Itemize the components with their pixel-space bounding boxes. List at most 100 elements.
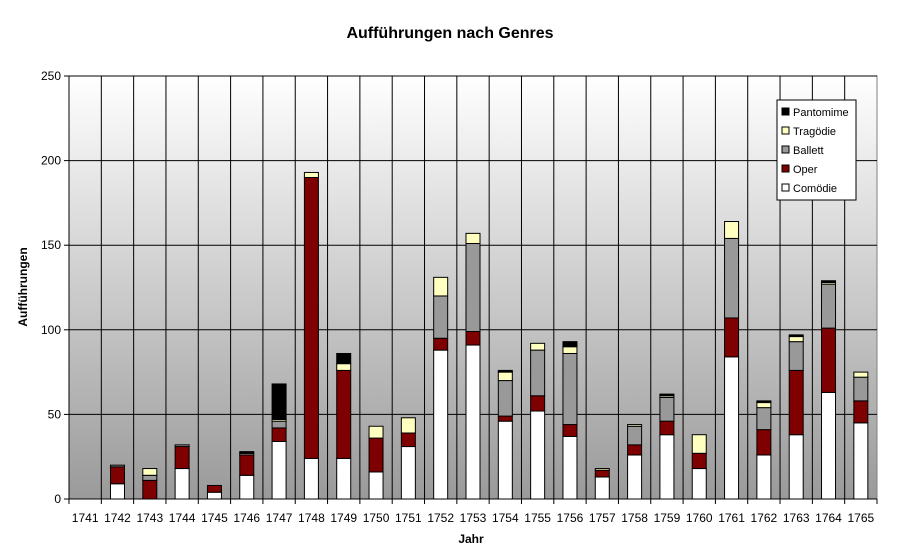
legend-swatch <box>781 183 790 192</box>
bar-segment <box>691 434 707 454</box>
bar-segment <box>109 466 125 485</box>
x-tick-label: 1755 <box>524 511 551 525</box>
x-tick-label: 1750 <box>363 511 390 525</box>
bar-segment <box>303 457 319 500</box>
bar-segment <box>465 330 481 346</box>
bar-segment <box>206 484 222 493</box>
bar-segment <box>659 434 675 500</box>
bar-segment <box>562 424 578 437</box>
bar-segment <box>433 349 449 500</box>
bar-segment <box>497 371 513 382</box>
bar-segment <box>821 327 837 393</box>
bar-segment <box>497 369 513 373</box>
bar-segment <box>400 446 416 500</box>
chart-title: Aufführungen nach Genres <box>346 25 553 42</box>
bar-segment <box>239 474 255 500</box>
bar-segment <box>788 336 804 343</box>
bar-segment <box>239 454 255 476</box>
bar-segment <box>530 410 546 500</box>
bar-segment <box>756 429 772 456</box>
bar-segment <box>497 420 513 500</box>
y-tick-label: 150 <box>41 238 61 252</box>
x-tick-label: 1764 <box>815 511 842 525</box>
bar-segment <box>724 317 740 358</box>
bar-segment <box>659 396 675 422</box>
bar-segment <box>821 280 837 283</box>
plot-area: 0 50 100 150 200 250 1741 1742 1743 1744 1745 1746 1… <box>41 69 878 525</box>
x-tick-label: 1754 <box>492 511 519 525</box>
bar-segment <box>788 341 804 371</box>
y-tick-label: 250 <box>41 69 61 83</box>
x-tick-label: 1759 <box>654 511 681 525</box>
bar-segment <box>562 341 578 348</box>
bar-segment <box>400 417 416 434</box>
bar-segment <box>788 369 804 436</box>
bar-segment <box>659 393 675 397</box>
x-tick-label: 1758 <box>621 511 648 525</box>
bar-segment <box>109 464 125 468</box>
bar-segment <box>594 468 610 471</box>
bar-segment <box>530 342 546 351</box>
bar-segment <box>206 491 222 500</box>
bar-segment <box>465 232 481 245</box>
bar-segment <box>788 334 804 338</box>
bar-segment <box>530 349 546 397</box>
bar-segment <box>691 468 707 500</box>
bar-segment <box>756 454 772 500</box>
bar-segment <box>271 427 287 442</box>
bar-segment <box>142 479 158 500</box>
x-tick-label: 1745 <box>201 511 228 525</box>
bar-segment <box>303 171 319 179</box>
legend: Pantomime Tragödie Ballett Oper Comödie <box>776 99 857 201</box>
bar-segment <box>788 434 804 500</box>
legend-swatch <box>781 164 790 173</box>
x-tick-label: 1753 <box>460 511 487 525</box>
x-tick-label: 1763 <box>783 511 810 525</box>
bar-segment <box>271 383 287 420</box>
y-tick-label: 50 <box>48 407 62 421</box>
x-tick-label: 1757 <box>589 511 616 525</box>
x-tick-label: 1748 <box>298 511 325 525</box>
bar-segment <box>724 221 740 239</box>
bar-segment <box>627 424 643 427</box>
bar-segment <box>756 402 772 409</box>
bar-segment <box>368 437 384 473</box>
bar-segment <box>174 446 190 470</box>
bar-segment <box>853 422 869 500</box>
bar-segment <box>691 452 707 470</box>
legend-swatch <box>781 145 790 154</box>
legend-swatch <box>781 107 790 116</box>
bar-segment <box>368 471 384 500</box>
bar-segment <box>336 369 352 459</box>
bar-segment <box>821 391 837 500</box>
bar-segment <box>433 276 449 297</box>
bar-segment <box>465 243 481 332</box>
x-tick-label: 1749 <box>330 511 357 525</box>
bar-segment <box>627 454 643 500</box>
y-tick-label: 100 <box>41 323 61 337</box>
bar-segment <box>659 420 675 436</box>
bar-segment <box>594 476 610 500</box>
bar-segment <box>853 371 869 378</box>
bar-segment <box>174 444 190 448</box>
bar-segment <box>562 352 578 426</box>
x-tick-label: 1761 <box>718 511 745 525</box>
bar-segment <box>465 344 481 500</box>
bar-segment <box>142 474 158 481</box>
x-tick-label: 1742 <box>104 511 131 525</box>
bar-segment <box>853 376 869 402</box>
x-tick-label: 1765 <box>847 511 874 525</box>
bar-segment <box>497 380 513 417</box>
bar-segment <box>627 425 643 446</box>
legend-swatch <box>781 126 790 135</box>
bar-segment <box>724 356 740 500</box>
bar-segment <box>756 400 772 404</box>
bar-segment <box>627 444 643 456</box>
x-tick-label: 1756 <box>557 511 584 525</box>
bar-segment <box>368 425 384 439</box>
bar-segment <box>271 440 287 500</box>
bar-segment <box>336 363 352 371</box>
bar-segment <box>530 395 546 412</box>
